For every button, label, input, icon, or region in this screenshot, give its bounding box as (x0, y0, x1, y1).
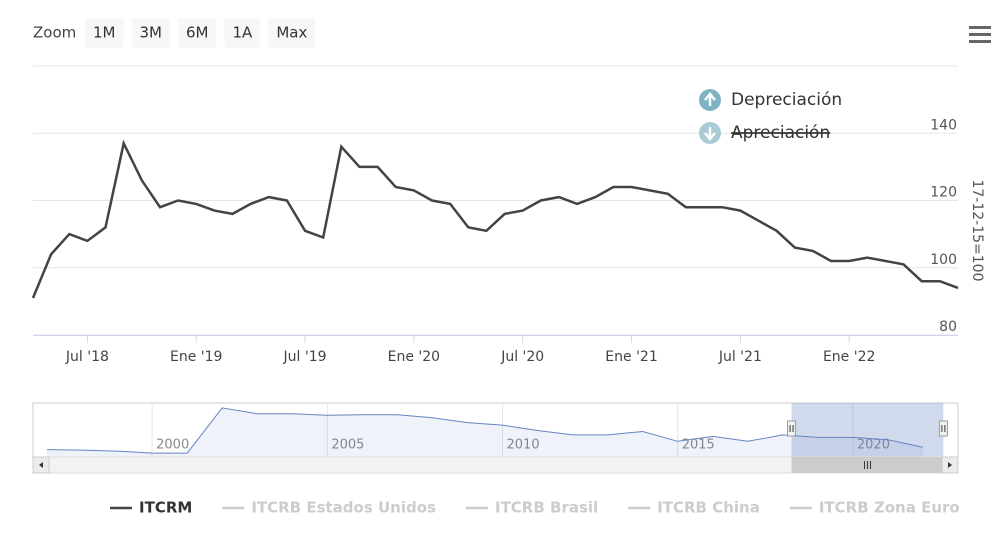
scrollbar-arrow (948, 462, 952, 468)
navigator-line (46, 407, 924, 454)
legend-label: ITCRB China (657, 499, 760, 517)
zoom-button-label: Max (276, 24, 307, 42)
handle-body (938, 420, 948, 437)
zoom-button-label: 6M (186, 24, 209, 42)
legend-label: ITCRB Brasil (495, 499, 598, 517)
navigator-handle[interactable] (787, 420, 797, 437)
y-axis-title: 17-12-15=100 (969, 180, 985, 282)
navigator-tick-label: 2020 (857, 438, 890, 453)
y-tick-label: 120 (930, 185, 957, 201)
zoom-button[interactable]: 1M (85, 18, 124, 48)
legend-item[interactable]: ITCRM (110, 499, 192, 517)
legend-item[interactable]: ITCRB China (628, 499, 760, 517)
zoom-button[interactable]: 1A (224, 18, 261, 48)
x-tick-label: Ene '19 (170, 349, 222, 365)
flag-arrow (704, 127, 716, 141)
navigator-bg (32, 402, 959, 458)
y-tick-label: 100 (930, 252, 957, 268)
x-tick-label: Jul '19 (283, 349, 327, 365)
scrollbar-grip (863, 461, 871, 469)
legend-item[interactable]: ITCRB Brasil (465, 499, 598, 517)
series-line (31, 139, 959, 299)
zoom-button-label: 1M (93, 24, 116, 42)
handle-grip (789, 425, 794, 432)
navigator-area (47, 407, 923, 457)
navigator-handle[interactable] (938, 420, 948, 437)
zoom-label: Zoom (33, 24, 76, 42)
x-tick-label: Jul '20 (500, 349, 544, 365)
zoom-button-bg (131, 18, 170, 48)
flag-label: Depreciación (731, 90, 842, 110)
navigator-tick-label: 2010 (507, 438, 540, 453)
y-tick-label: 80 (939, 319, 957, 335)
navigator-tick-label: 2005 (331, 438, 364, 453)
legend-item[interactable]: ITCRB Estados Unidos (222, 499, 436, 517)
zoom-button-bg (178, 18, 217, 48)
legend-item[interactable]: ITCRB Zona Euro (789, 499, 960, 517)
zoom-button-label: 1A (233, 24, 254, 42)
navigator-tick-label: 2000 (156, 438, 189, 453)
legend-label: ITCRB Zona Euro (819, 499, 960, 517)
x-tick-label: Ene '21 (605, 349, 657, 365)
menu-bar (969, 33, 991, 36)
menu-bar (969, 26, 991, 29)
navigator-selection (791, 403, 944, 457)
flag-arrow (704, 92, 716, 106)
x-tick-label: Jul '18 (65, 349, 109, 365)
legend-label: ITCRB Estados Unidos (251, 499, 436, 517)
handle-body (787, 420, 797, 437)
menu-icon[interactable] (969, 26, 991, 43)
flag-label: Apreciación (731, 123, 830, 143)
zoom-button-bg (85, 18, 124, 48)
zoom-button[interactable]: 6M (178, 18, 217, 48)
zoom-button[interactable]: Max (268, 18, 316, 48)
x-tick-label: Jul '21 (718, 349, 762, 365)
menu-bar (969, 40, 991, 43)
flag-item[interactable]: Depreciación (699, 89, 842, 111)
legend-label: ITCRM (139, 499, 192, 517)
zoom-button[interactable]: 3M (131, 18, 171, 48)
y-tick-label: 140 (930, 117, 957, 133)
x-tick-label: Ene '22 (823, 349, 875, 365)
x-tick-label: Ene '20 (388, 349, 440, 365)
handle-grip (941, 425, 946, 432)
scrollbar-arrow (39, 462, 43, 468)
zoom-button-bg (268, 18, 316, 48)
navigator-tick-label: 2015 (682, 438, 715, 453)
zoom-button-label: 3M (140, 24, 163, 42)
flag-item[interactable]: Apreciación (699, 122, 830, 144)
zoom-button-bg (224, 18, 261, 48)
